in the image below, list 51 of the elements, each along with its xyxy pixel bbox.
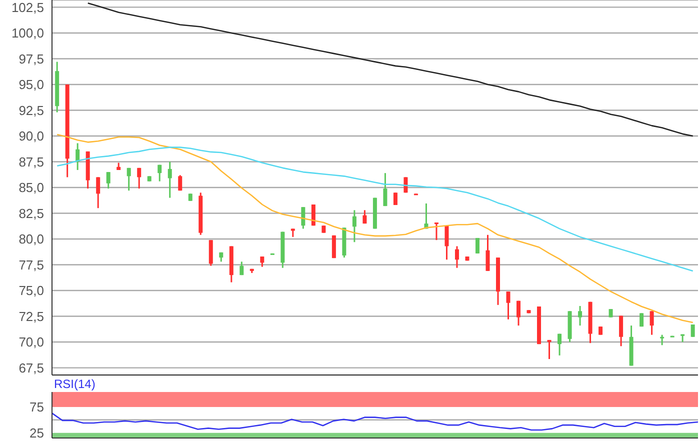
candlestick: [208, 239, 213, 267]
candlestick: [126, 167, 131, 192]
line-series: [56, 146, 694, 272]
candlestick: [444, 224, 449, 260]
y-tick-label: 92,5: [18, 102, 44, 118]
candlestick: [383, 172, 388, 207]
candlestick: [558, 333, 562, 356]
candlestick: [690, 324, 695, 338]
y-tick-label: 75: [30, 400, 44, 415]
y-tick-label: 100,0: [11, 26, 44, 41]
candlestick: [640, 312, 644, 328]
candlestick: [260, 256, 264, 268]
candlestick: [516, 300, 521, 326]
y-tick-label: 77,5: [18, 257, 44, 272]
candlestick: [178, 174, 182, 192]
y-tick-label: 90,0: [18, 128, 44, 144]
candlestick: [240, 260, 244, 276]
y-tick-label: 95,0: [18, 77, 44, 92]
candlestick: [486, 234, 490, 272]
y-tick-label: 72,5: [18, 308, 44, 324]
chart-title: RSI(14): [54, 377, 96, 391]
candlestick: [352, 209, 356, 243]
y-tick-label: 82,5: [18, 206, 44, 221]
y-tick-label: 70,0: [18, 334, 44, 350]
candlestick: [650, 310, 654, 336]
candlestick: [137, 167, 142, 190]
candlestick: [578, 305, 582, 326]
candlestick: [454, 245, 459, 269]
y-tick-label: 102,5: [11, 0, 44, 15]
candlestick: [362, 209, 367, 224]
candlestick: [660, 334, 664, 346]
y-tick-label: 25: [30, 425, 44, 440]
candlestick: [547, 339, 552, 360]
line-series: [51, 412, 699, 431]
candlestick: [168, 160, 172, 199]
candlestick: [311, 204, 316, 226]
y-tick-label: 67,5: [18, 360, 44, 376]
y-tick-label: 87,5: [18, 154, 44, 170]
y-tick-label: 75,0: [18, 283, 44, 298]
candlestick: [96, 176, 100, 209]
y-tick-label: 80,0: [18, 232, 44, 247]
candlestick: [434, 222, 438, 241]
y-tick-label: 97,5: [18, 51, 44, 66]
candlestick: [106, 171, 110, 190]
candlestick: [506, 290, 510, 320]
candlestick: [301, 206, 306, 230]
candlestick: [619, 315, 624, 347]
candlestick: [393, 192, 398, 206]
y-tick-label: 85,0: [18, 180, 44, 196]
candlestick: [158, 164, 162, 182]
line-series: [87, 2, 694, 137]
